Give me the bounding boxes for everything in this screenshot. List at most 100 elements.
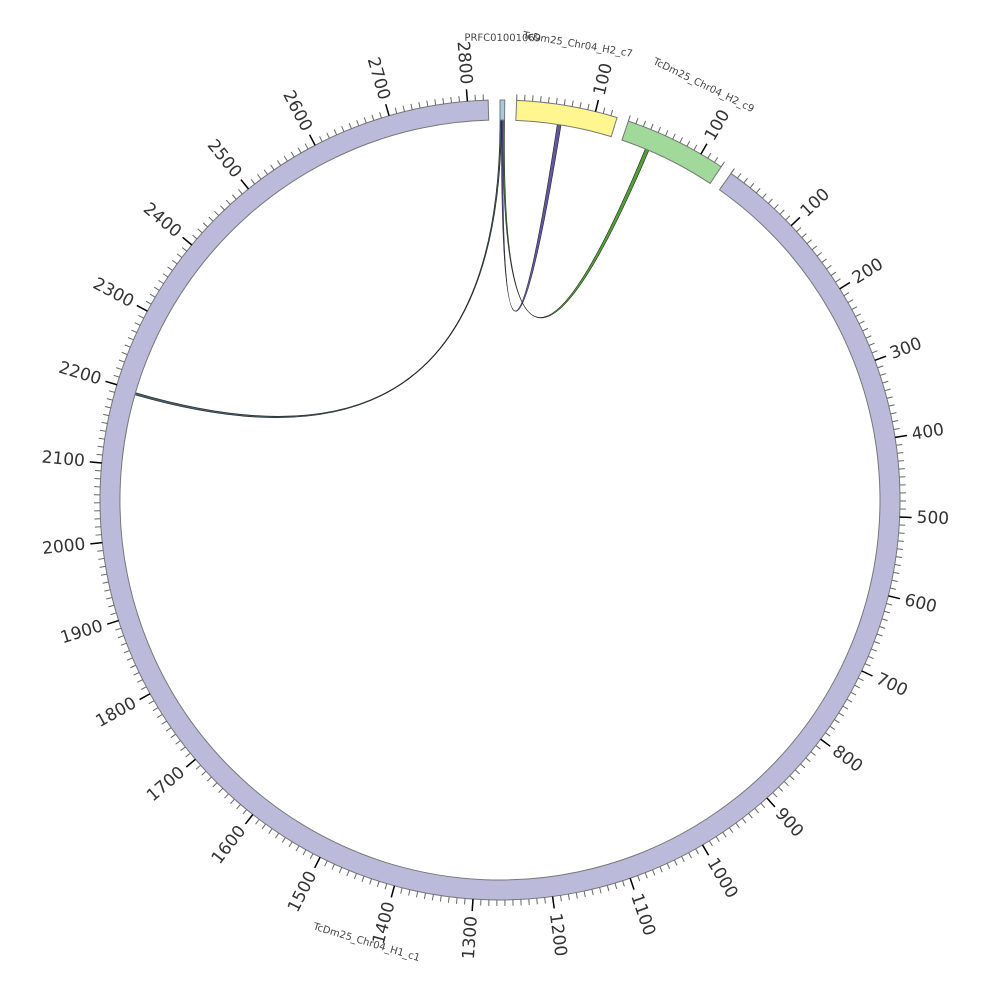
minor-tick [310, 854, 313, 859]
major-tick [140, 694, 150, 700]
minor-tick [451, 97, 452, 103]
minor-tick [213, 783, 217, 787]
minor-tick [848, 300, 853, 303]
minor-tick [97, 551, 103, 552]
major-tick [472, 899, 473, 911]
minor-tick [257, 174, 261, 179]
major-tick [90, 462, 102, 463]
tick-label: 2600 [278, 87, 316, 135]
minor-tick [163, 274, 168, 277]
minor-tick [289, 842, 292, 847]
minor-tick [108, 605, 114, 607]
minor-tick [114, 375, 120, 377]
minor-tick [890, 588, 896, 589]
minor-tick [774, 204, 778, 208]
minor-tick [141, 687, 146, 690]
minor-tick [561, 895, 562, 901]
minor-tick [320, 136, 323, 141]
minor-tick [377, 881, 379, 887]
minor-tick [761, 803, 765, 808]
minor-tick [98, 558, 104, 559]
minor-tick [843, 706, 848, 709]
minor-tick [209, 217, 213, 221]
minor-tick [465, 898, 466, 904]
minor-tick [651, 124, 653, 130]
tick-label: 1900 [58, 616, 105, 648]
minor-tick [237, 804, 241, 809]
minor-tick [401, 888, 402, 894]
major-tick [553, 897, 555, 909]
minor-tick [755, 808, 759, 813]
tick-label: 1000 [703, 855, 742, 902]
minor-tick [339, 867, 341, 873]
major-tick [900, 517, 912, 518]
minor-tick [122, 352, 128, 354]
minor-tick [615, 883, 617, 889]
minor-tick [232, 195, 236, 200]
minor-tick [877, 634, 883, 636]
minor-tick [773, 793, 777, 797]
minor-tick [395, 108, 397, 114]
tick-label: 1100 [626, 891, 659, 938]
minor-tick [432, 894, 433, 900]
minor-tick [742, 818, 746, 823]
major-tick [840, 283, 850, 289]
minor-tick [865, 664, 870, 666]
minor-tick [106, 598, 112, 599]
minor-tick [545, 897, 546, 903]
minor-tick [863, 328, 868, 331]
minor-tick [889, 405, 895, 406]
minor-tick [721, 162, 724, 167]
major-tick [241, 180, 249, 189]
major-tick [888, 596, 900, 599]
tick-label: 900 [771, 804, 808, 842]
minor-tick [162, 721, 167, 724]
minor-tick [786, 216, 790, 220]
minor-tick [694, 145, 697, 150]
minor-tick [443, 98, 444, 104]
segment [500, 100, 505, 120]
minor-tick [584, 891, 585, 897]
minor-tick [871, 649, 877, 651]
minor-tick [181, 747, 186, 751]
major-tick [183, 237, 192, 245]
minor-tick [847, 699, 852, 702]
minor-tick [220, 206, 224, 210]
minor-tick [643, 121, 645, 127]
minor-tick [556, 98, 557, 104]
major-tick [107, 621, 118, 625]
minor-tick [364, 117, 366, 123]
minor-tick [291, 152, 294, 157]
minor-tick [687, 141, 690, 146]
tick-label: 2500 [203, 136, 246, 182]
minor-tick [729, 828, 732, 833]
segment-label: TcDm25_Chr04_H2_c9 [650, 56, 755, 115]
minor-tick [243, 810, 247, 815]
minor-tick [880, 374, 886, 376]
minor-tick [879, 626, 885, 628]
minor-tick [898, 541, 904, 542]
minor-tick [749, 813, 753, 818]
minor-tick [349, 123, 351, 129]
minor-tick [226, 200, 230, 204]
minor-tick [576, 893, 577, 899]
minor-tick [795, 770, 799, 774]
minor-tick [203, 223, 207, 227]
minor-tick [104, 590, 110, 591]
minor-tick [135, 323, 140, 326]
minor-tick [790, 776, 794, 780]
minor-tick [176, 741, 181, 745]
minor-tick [121, 643, 127, 645]
minor-tick [895, 565, 901, 566]
minor-tick [600, 887, 601, 893]
minor-tick [607, 885, 609, 891]
minor-tick [157, 714, 162, 717]
links [135, 120, 649, 418]
minor-tick [673, 134, 676, 139]
minor-tick [230, 799, 234, 803]
minor-tick [372, 115, 374, 121]
minor-tick [115, 628, 121, 630]
minor-tick [459, 96, 460, 102]
major-tick [895, 436, 907, 438]
minor-tick [198, 229, 202, 233]
